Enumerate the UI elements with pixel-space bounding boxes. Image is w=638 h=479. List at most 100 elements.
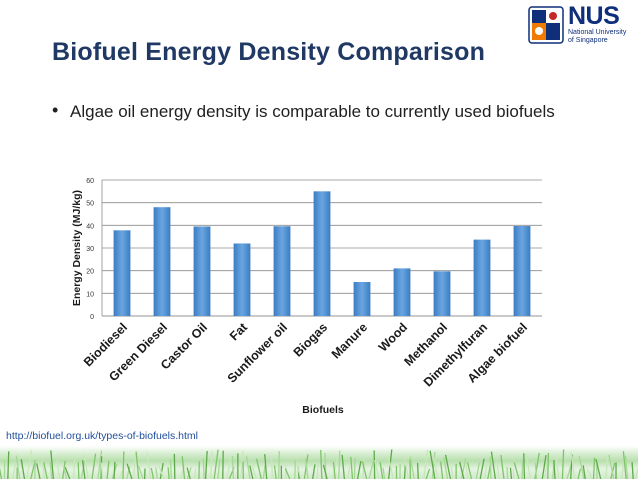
x-axis-title: Biofuels bbox=[302, 404, 344, 416]
grass-blade bbox=[555, 458, 560, 479]
grass-blade bbox=[373, 450, 376, 479]
bar-algae-biofuel bbox=[513, 226, 531, 316]
grass-blade bbox=[231, 455, 235, 479]
y-tick-label-0: 0 bbox=[90, 314, 94, 321]
bar-castor-oil bbox=[193, 226, 211, 316]
grass-blade bbox=[213, 449, 219, 479]
grass-blade bbox=[595, 458, 602, 479]
grass-blade bbox=[311, 464, 316, 479]
y-tick-label-30: 30 bbox=[86, 246, 94, 253]
grass-blade bbox=[273, 465, 277, 479]
grass-blade bbox=[245, 455, 251, 479]
grass-blade bbox=[217, 458, 221, 479]
grass-blade bbox=[440, 461, 444, 479]
source-link[interactable]: http://biofuel.org.uk/types-of-biofuels.… bbox=[6, 430, 199, 442]
grass-blade bbox=[41, 459, 46, 479]
grass-icon bbox=[0, 449, 638, 479]
grass-blade bbox=[209, 450, 213, 479]
grass-blade bbox=[15, 455, 21, 479]
grass-blade bbox=[43, 462, 48, 479]
grass-blade bbox=[126, 463, 133, 479]
x-tick-label-biogas: Biogas bbox=[291, 320, 330, 359]
grass-blade bbox=[361, 461, 368, 479]
grass-blade bbox=[284, 468, 291, 479]
grass-blade bbox=[444, 454, 452, 479]
grass-blade bbox=[541, 455, 547, 479]
grass-blade bbox=[432, 456, 439, 479]
grass-blade bbox=[61, 460, 66, 479]
grass-blade bbox=[459, 461, 465, 479]
grass-blade bbox=[77, 462, 80, 479]
grass-blade bbox=[553, 460, 556, 479]
bar-biogas bbox=[313, 191, 331, 316]
grass-blade bbox=[525, 453, 531, 479]
grass-blade bbox=[479, 458, 485, 479]
y-tick-label-50: 50 bbox=[86, 201, 94, 208]
grass-blade bbox=[582, 465, 586, 479]
grass-blade bbox=[465, 465, 469, 479]
grass-blade bbox=[324, 452, 327, 479]
grass-blade bbox=[547, 453, 550, 479]
grass-blade bbox=[350, 456, 354, 479]
bar-green-diesel bbox=[153, 207, 171, 316]
grass-blade bbox=[379, 462, 384, 479]
grass-blade bbox=[204, 450, 208, 479]
grass-blade bbox=[346, 466, 351, 479]
grass-blade bbox=[26, 450, 33, 479]
grass-blade bbox=[80, 460, 86, 479]
grass-blade bbox=[403, 459, 410, 479]
nus-crest-icon bbox=[528, 6, 564, 44]
grass-blade bbox=[64, 466, 71, 479]
y-axis-title: Energy Density (MJ/kg) bbox=[71, 190, 83, 306]
grass-blade bbox=[49, 461, 53, 479]
slide-title: Biofuel Energy Density Comparison bbox=[52, 38, 486, 66]
grass-blade bbox=[605, 454, 609, 479]
grass-blade bbox=[368, 461, 374, 479]
grass-blade bbox=[534, 452, 540, 479]
grass-blade bbox=[425, 468, 431, 479]
grass-blade bbox=[353, 457, 356, 479]
grass-blade bbox=[631, 462, 634, 479]
grass-blade bbox=[20, 459, 26, 479]
grass-blade bbox=[50, 450, 55, 479]
grass-blade bbox=[322, 464, 328, 479]
grass-blade bbox=[534, 462, 538, 479]
grass-blade bbox=[466, 462, 473, 479]
grass-blade bbox=[608, 454, 615, 479]
grass-blade bbox=[416, 462, 419, 479]
grass-blade bbox=[137, 465, 144, 479]
grass-blade bbox=[36, 463, 41, 479]
bullet-text: Algae oil energy density is comparable t… bbox=[70, 102, 555, 121]
bullet-dot-icon: • bbox=[52, 100, 59, 120]
grass-blade bbox=[72, 455, 76, 479]
grass-blade bbox=[495, 460, 500, 479]
grass-blade bbox=[83, 454, 89, 479]
y-tick-label-10: 10 bbox=[86, 291, 94, 298]
grass-blade bbox=[262, 465, 266, 479]
grass-blade bbox=[167, 467, 170, 479]
grass-blade bbox=[513, 462, 520, 479]
grass-blade bbox=[409, 456, 415, 479]
grass-blade bbox=[255, 458, 262, 479]
grass-blade bbox=[332, 461, 336, 479]
grass-blade bbox=[622, 451, 627, 479]
grass-blade bbox=[202, 458, 205, 479]
grass-blade bbox=[295, 461, 302, 479]
nus-logo: NUS National University of Singapore bbox=[528, 2, 636, 46]
grass-blade bbox=[7, 451, 10, 479]
grass-blade bbox=[450, 466, 454, 479]
grass-blade bbox=[431, 451, 436, 479]
grass-blade bbox=[634, 466, 638, 479]
grass-blade bbox=[341, 454, 346, 479]
grass-blade bbox=[240, 451, 244, 479]
grass-blade bbox=[490, 451, 497, 479]
y-tick-label-20: 20 bbox=[86, 269, 94, 276]
grass-blade bbox=[100, 462, 104, 479]
grass-blade bbox=[561, 449, 565, 479]
grass-blade bbox=[374, 460, 380, 479]
grass-blade bbox=[544, 461, 549, 479]
grass-blade bbox=[500, 455, 505, 479]
grass-blade bbox=[180, 462, 186, 479]
grass-blade bbox=[181, 456, 186, 479]
x-tick-label-fat: Fat bbox=[227, 320, 251, 344]
